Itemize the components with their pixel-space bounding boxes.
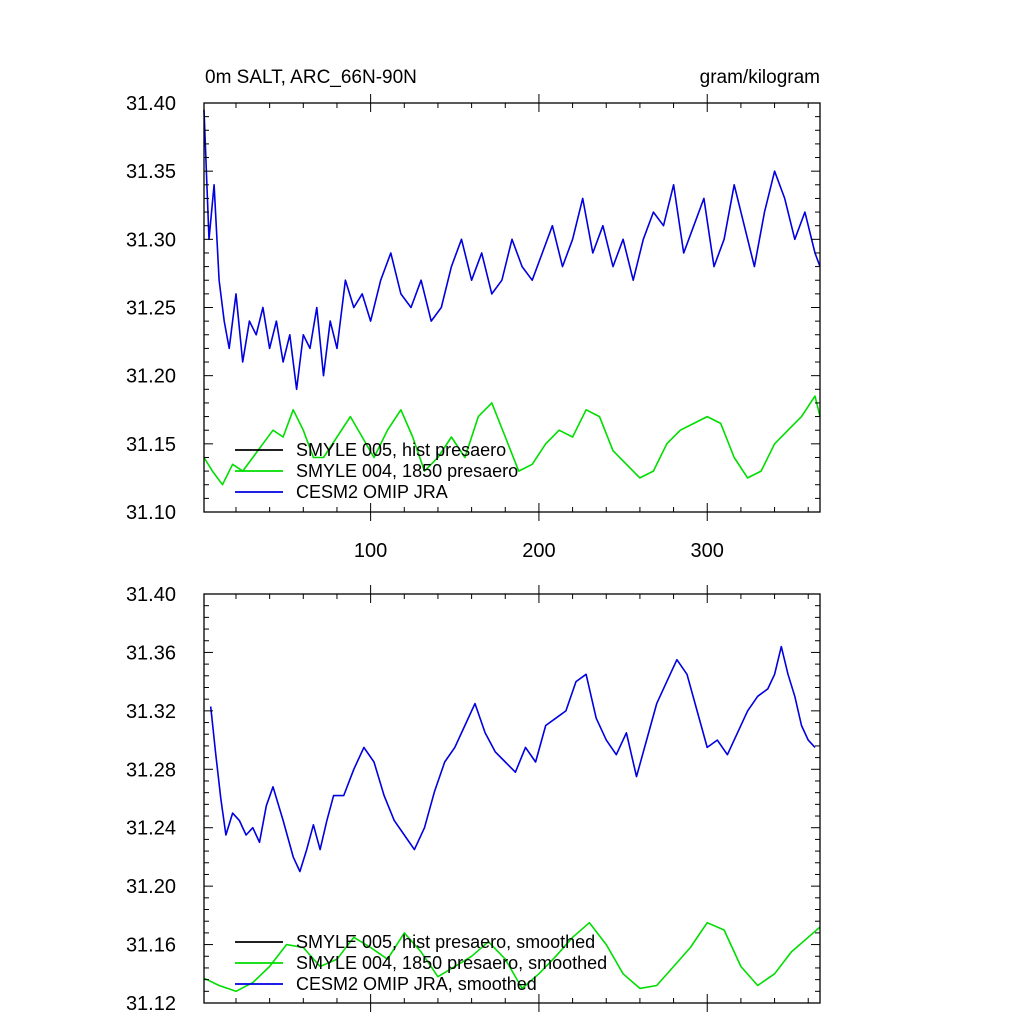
series-line-0-2 [203, 109, 821, 391]
y-tick-label-0-0: 31.10 [126, 502, 176, 524]
x-tick-label-0-2: 300 [691, 540, 724, 562]
y-tick-label-1-1: 31.16 [126, 935, 176, 957]
legend-label-0-1: SMYLE 004, 1850 presaero [296, 461, 518, 481]
y-tick-label-0-3: 31.25 [126, 298, 176, 320]
y-tick-label-1-4: 31.28 [126, 759, 176, 781]
y-tick-label-1-0: 31.12 [126, 993, 176, 1015]
panel-title-left: 0m SALT, ARC_66N-90N [205, 67, 417, 88]
y-tick-label-1-7: 31.40 [126, 584, 176, 606]
y-tick-label-1-2: 31.20 [126, 876, 176, 898]
legend-label-0-2: CESM2 OMIP JRA [296, 482, 448, 502]
legend-label-1-1: SMYLE 004, 1850 presaero, smoothed [296, 953, 607, 973]
panel-title-right: gram/kilogram [700, 67, 820, 88]
x-tick-label-0-1: 200 [522, 540, 555, 562]
legend-label-0-0: SMYLE 005, hist presaero [296, 440, 506, 460]
y-tick-label-0-6: 31.40 [126, 93, 176, 115]
series-line-1-1 [203, 921, 821, 993]
legend-label-1-2: CESM2 OMIP JRA, smoothed [296, 974, 537, 994]
series-line-1-2 [209, 645, 816, 873]
y-tick-label-1-5: 31.32 [126, 701, 176, 723]
y-tick-label-1-3: 31.24 [126, 818, 176, 840]
series-line-0-1 [203, 395, 821, 486]
y-tick-label-0-1: 31.15 [126, 434, 176, 456]
y-tick-label-1-6: 31.36 [126, 642, 176, 664]
y-tick-label-0-5: 31.35 [126, 161, 176, 183]
plot-frame-1 [203, 593, 821, 1004]
legend-label-1-0: SMYLE 005, hist presaero, smoothed [296, 932, 595, 952]
top-panel: 0m SALT, ARC_66N-90N gram/kilogram 31.10… [126, 67, 821, 562]
y-tick-label-0-4: 31.30 [126, 229, 176, 251]
x-tick-label-0-0: 100 [354, 540, 387, 562]
y-tick-label-0-2: 31.20 [126, 366, 176, 388]
bottom-panel: 31.12 31.16 31.20 31.24 31.28 31.32 31.36 31.40… [126, 584, 821, 1015]
